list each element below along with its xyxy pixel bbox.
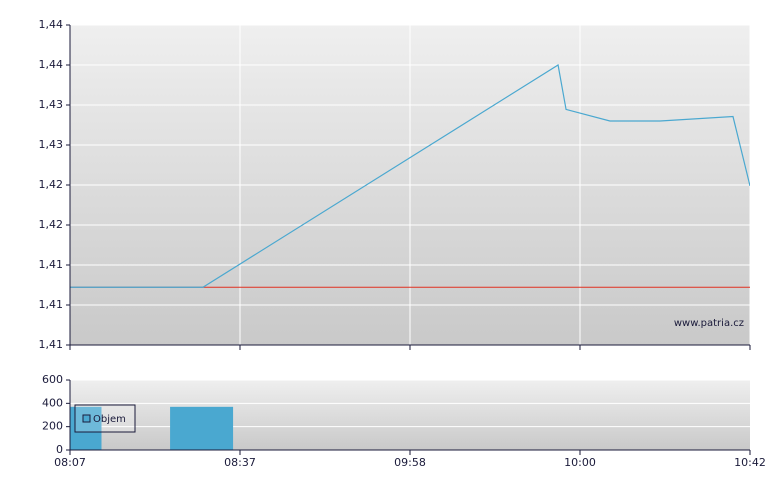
plot bbox=[70, 64, 750, 288]
y-tick-label: 1,41 bbox=[39, 338, 64, 351]
y-tick-label: 400 bbox=[42, 396, 63, 409]
x-tick-label: 08:37 bbox=[224, 456, 256, 469]
y-tick-label: 1,42 bbox=[39, 218, 64, 231]
y-tick-label: 1,42 bbox=[39, 178, 64, 191]
x-tick-label: 09:58 bbox=[394, 456, 426, 469]
x-tick-label: 10:42 bbox=[734, 456, 766, 469]
plot bbox=[70, 406, 234, 450]
legend-swatch bbox=[82, 414, 91, 423]
y-tick-label: 0 bbox=[56, 443, 63, 456]
y-tick-label: 1,44 bbox=[39, 58, 64, 71]
y-tick-label: 1,43 bbox=[39, 138, 64, 151]
legend-label: Objem bbox=[93, 414, 126, 425]
x-tick-label: 10:00 bbox=[564, 456, 596, 469]
y-tick-label: 600 bbox=[42, 373, 63, 386]
y-tick-label: 1,43 bbox=[39, 98, 64, 111]
x-tick-label: 08:07 bbox=[54, 456, 86, 469]
price-line bbox=[70, 64, 750, 288]
y-tick-label: 1,44 bbox=[39, 18, 64, 31]
y-tick-label: 1,41 bbox=[39, 258, 64, 271]
volume-bar bbox=[170, 406, 234, 450]
watermark: www.patria.cz bbox=[674, 318, 744, 329]
y-tick-label: 1,41 bbox=[39, 298, 64, 311]
y-tick-label: 200 bbox=[42, 420, 63, 433]
